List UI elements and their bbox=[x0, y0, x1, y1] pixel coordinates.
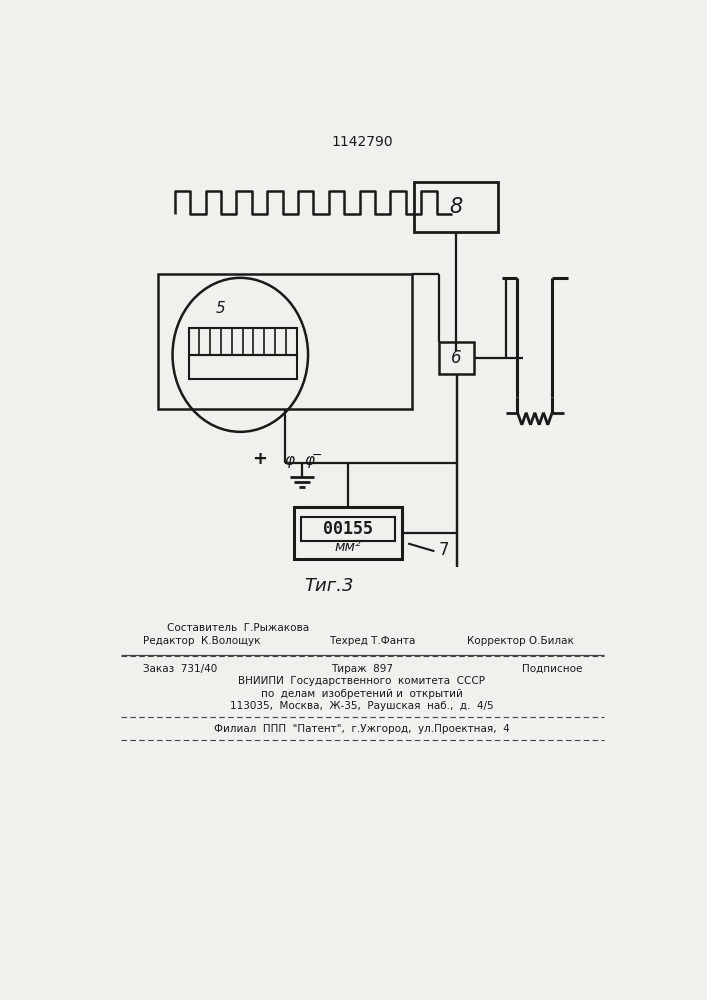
Text: Техред Т.Фанта: Техред Т.Фанта bbox=[329, 636, 415, 646]
Bar bbox=[414, 182, 498, 232]
Text: Филиал  ППП  "Патент",  г.Ужгород,  ул.Проектная,  4: Филиал ППП "Патент", г.Ужгород, ул.Проек… bbox=[214, 724, 510, 734]
Text: 113035,  Москва,  Ж-35,  Раушская  наб.,  д.  4/5: 113035, Москва, Ж-35, Раушская наб., д. … bbox=[230, 701, 493, 711]
Text: 6: 6 bbox=[451, 349, 462, 367]
Text: 5: 5 bbox=[216, 301, 226, 316]
Text: φ: φ bbox=[284, 453, 294, 468]
Text: Корректор О.Билак: Корректор О.Билак bbox=[467, 636, 574, 646]
Bar bbox=[158, 274, 412, 409]
Text: по  делам  изобретений и  открытий: по делам изобретений и открытий bbox=[261, 689, 463, 699]
Text: 00155: 00155 bbox=[323, 520, 373, 538]
Text: φ: φ bbox=[305, 453, 315, 468]
Text: Заказ  731/40: Заказ 731/40 bbox=[143, 664, 217, 674]
Bar bbox=[294, 507, 402, 559]
Bar bbox=[189, 355, 296, 379]
Bar bbox=[189, 328, 296, 355]
Text: Составитель  Г.Рыжакова: Составитель Г.Рыжакова bbox=[167, 623, 309, 633]
Bar bbox=[301, 517, 395, 541]
Text: Подписное: Подписное bbox=[522, 664, 583, 674]
Text: Τиг.3: Τиг.3 bbox=[304, 577, 354, 595]
Text: ВНИИПИ  Государственного  комитета  СССР: ВНИИПИ Государственного комитета СССР bbox=[238, 676, 486, 686]
Text: +: + bbox=[252, 450, 267, 468]
Text: Тираж  897: Тираж 897 bbox=[331, 664, 393, 674]
Bar bbox=[439, 342, 474, 374]
Text: −: − bbox=[312, 448, 322, 461]
Text: мм²: мм² bbox=[335, 540, 361, 554]
Text: 1142790: 1142790 bbox=[331, 135, 393, 149]
Text: 8: 8 bbox=[449, 197, 462, 217]
Text: Редактор  К.Волощук: Редактор К.Волощук bbox=[143, 636, 260, 646]
Text: 7: 7 bbox=[439, 541, 450, 559]
